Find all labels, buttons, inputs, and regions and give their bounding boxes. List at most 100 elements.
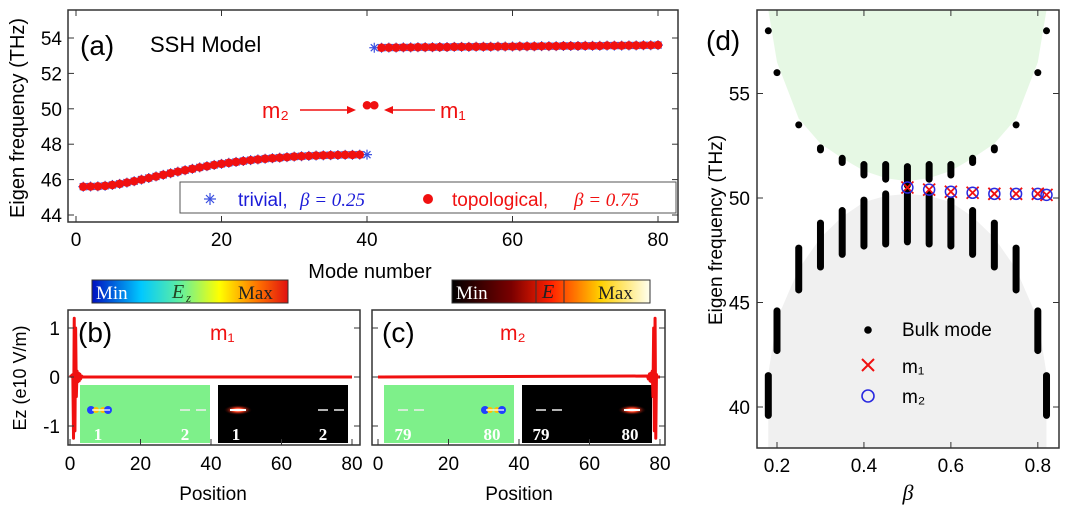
m2-marker xyxy=(944,185,958,198)
topological-point xyxy=(180,165,190,175)
panel-d-ylabel: Eigen frequency (THz) xyxy=(706,135,727,325)
topological-point xyxy=(326,150,335,160)
inset-site-label: 80 xyxy=(622,425,639,444)
y-tick-label: 55 xyxy=(729,85,750,106)
panel-c-mode-label: m₂ xyxy=(500,322,526,345)
panel-d-label: (d) xyxy=(706,25,740,56)
star-stroke xyxy=(205,194,215,204)
colorbar-ez-label: E xyxy=(171,281,184,303)
topological-point xyxy=(253,155,263,164)
topological-point xyxy=(195,163,204,172)
topological-point xyxy=(86,182,95,191)
colorbar-e-max: Max xyxy=(598,283,633,304)
y-tick-label: 0 xyxy=(49,368,60,389)
topological-point xyxy=(224,158,234,168)
panel-a-ylabel: Eigen frequency (THz) xyxy=(7,18,29,218)
inset-background xyxy=(384,385,514,443)
inset-site-label: 1 xyxy=(232,425,241,444)
topological-point xyxy=(340,150,350,160)
legend-d-m1-marker xyxy=(861,358,875,372)
m2-marker xyxy=(1040,188,1053,202)
topological-point xyxy=(406,43,415,52)
x-tick-label: 80 xyxy=(341,454,362,475)
colorbar-e-label: E xyxy=(541,281,554,303)
topological-point xyxy=(289,152,299,161)
panel-c-label: (c) xyxy=(382,317,415,348)
y-tick-label: 54 xyxy=(41,29,63,50)
y-tick-label: 52 xyxy=(41,64,62,85)
x-tick-label: 60 xyxy=(502,230,523,251)
arrow-m1-head xyxy=(384,106,393,114)
x-tick-label: 60 xyxy=(271,454,292,475)
panel-d-marks xyxy=(764,27,1054,419)
field-profile-line xyxy=(69,316,352,440)
topological-point xyxy=(348,150,357,160)
topological-point xyxy=(304,151,314,161)
legend-d-m1-label: m₁ xyxy=(902,357,924,378)
panel-a: (a) SSH Model Eigen frequency (THz) Mode… xyxy=(7,18,677,283)
topological-point xyxy=(231,157,241,167)
topological-point xyxy=(457,42,466,52)
topological-point xyxy=(559,41,568,51)
field-lobe-icon xyxy=(87,406,95,414)
annotation-m2: m₂ xyxy=(262,98,289,123)
y-tick-label: 48 xyxy=(41,135,62,156)
panel-b-mode-label: m₁ xyxy=(210,322,235,345)
colorbar-ez-label-sub: z xyxy=(185,290,191,305)
topological-point xyxy=(450,42,459,52)
panel-b-label: (b) xyxy=(78,317,112,348)
inset-e-intensity: 79 80 xyxy=(522,385,652,444)
x-tick-label: 0 xyxy=(373,454,384,475)
topological-point xyxy=(530,42,539,51)
y-tick-label: -1 xyxy=(43,417,60,438)
panel-d-frame xyxy=(756,9,1060,449)
topological-point xyxy=(413,42,423,52)
legend-topological-param: β = 0.75 xyxy=(573,190,639,211)
topological-point xyxy=(551,41,561,51)
topological-point xyxy=(537,41,546,51)
panel-c-xlabel: Position xyxy=(485,484,553,505)
x-tick-label: 20 xyxy=(130,454,151,475)
topological-point xyxy=(631,41,641,50)
m2-marker xyxy=(1031,187,1045,201)
colorbar-ez-max: Max xyxy=(238,283,273,304)
m2-marker xyxy=(988,187,1001,201)
topological-point xyxy=(617,41,626,50)
topological-point xyxy=(493,42,503,51)
topological-point xyxy=(282,152,292,162)
topological-point xyxy=(369,100,379,110)
field-profile-line xyxy=(377,316,660,440)
topological-point xyxy=(217,159,226,169)
lower-band-region xyxy=(768,193,1047,448)
topological-point xyxy=(428,42,437,52)
topological-point xyxy=(137,175,146,184)
topological-point xyxy=(144,173,154,183)
colorbar-e-min: Min xyxy=(456,283,488,304)
topological-point xyxy=(500,42,510,51)
topological-point xyxy=(100,181,110,191)
topological-point xyxy=(260,154,270,164)
topological-point xyxy=(420,42,430,52)
arrow-m2-head xyxy=(347,106,356,114)
topological-point xyxy=(595,41,605,51)
legend-topological-marker xyxy=(423,194,433,204)
trivial-point xyxy=(362,149,372,160)
inset-site-label: 79 xyxy=(395,425,412,444)
topological-point xyxy=(486,42,495,51)
y-tick-label: 46 xyxy=(41,171,62,192)
topological-point xyxy=(580,41,590,51)
topological-point xyxy=(377,43,386,53)
topological-point xyxy=(435,42,445,52)
topological-point xyxy=(653,40,663,50)
topological-point xyxy=(333,150,343,160)
topological-point xyxy=(566,41,575,51)
topological-point xyxy=(108,180,117,190)
topological-point xyxy=(122,178,132,187)
topological-point xyxy=(202,161,212,171)
upper-band-region xyxy=(768,10,1047,182)
x-tick-label: 0.6 xyxy=(938,456,964,477)
topological-point xyxy=(508,42,517,51)
inset-site-label: 2 xyxy=(181,425,190,444)
x-tick-label: 0 xyxy=(65,454,76,475)
